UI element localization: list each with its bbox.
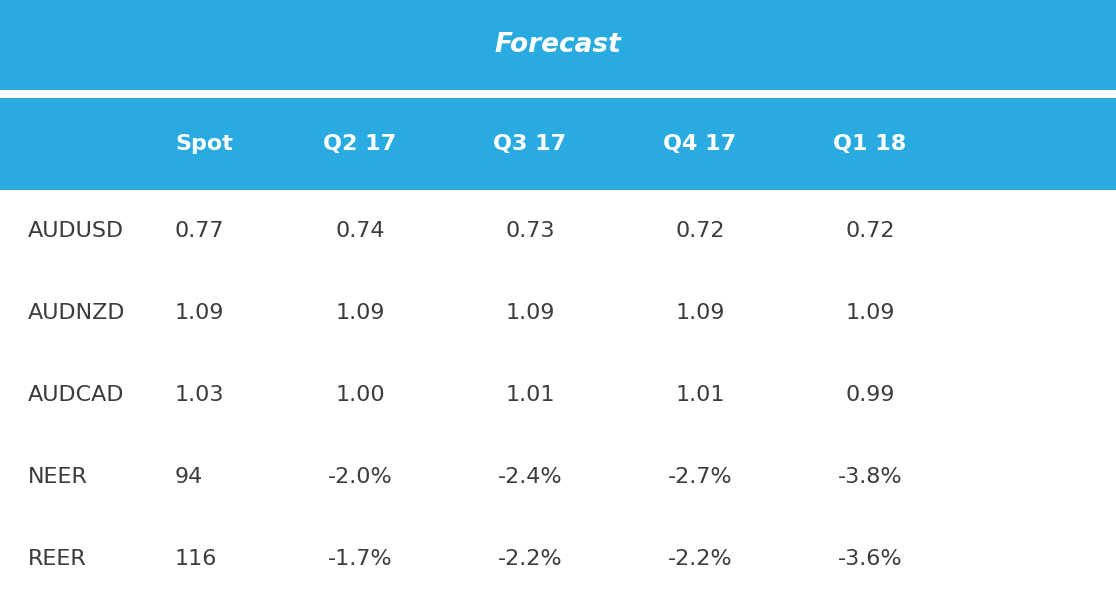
Text: 0.74: 0.74 — [335, 221, 385, 241]
Bar — [0, 190, 1116, 272]
Text: 94: 94 — [175, 467, 203, 487]
Text: 1.09: 1.09 — [506, 303, 555, 323]
Text: 0.72: 0.72 — [675, 221, 724, 241]
Text: 0.72: 0.72 — [845, 221, 895, 241]
Text: 0.99: 0.99 — [845, 385, 895, 405]
Bar — [0, 0, 1116, 90]
Text: Q4 17: Q4 17 — [663, 134, 737, 154]
Text: AUDUSD: AUDUSD — [28, 221, 124, 241]
Text: Q3 17: Q3 17 — [493, 134, 567, 154]
Text: Q2 17: Q2 17 — [324, 134, 396, 154]
Text: -2.0%: -2.0% — [328, 467, 393, 487]
Bar — [0, 90, 1116, 98]
Text: 0.77: 0.77 — [175, 221, 224, 241]
Text: 1.03: 1.03 — [175, 385, 224, 405]
Text: -2.4%: -2.4% — [498, 467, 562, 487]
Text: -3.8%: -3.8% — [838, 467, 903, 487]
Bar — [0, 436, 1116, 518]
Text: -2.2%: -2.2% — [498, 549, 562, 569]
Text: Spot: Spot — [175, 134, 233, 154]
Text: AUDNZD: AUDNZD — [28, 303, 125, 323]
Text: 1.01: 1.01 — [675, 385, 724, 405]
Text: 1.09: 1.09 — [335, 303, 385, 323]
Text: -2.7%: -2.7% — [667, 467, 732, 487]
Text: Forecast: Forecast — [494, 32, 622, 58]
Text: AUDCAD: AUDCAD — [28, 385, 125, 405]
Text: -3.6%: -3.6% — [838, 549, 903, 569]
Text: 1.01: 1.01 — [506, 385, 555, 405]
Text: REER: REER — [28, 549, 87, 569]
Text: 0.73: 0.73 — [506, 221, 555, 241]
Text: -2.2%: -2.2% — [667, 549, 732, 569]
Text: NEER: NEER — [28, 467, 88, 487]
Bar — [0, 354, 1116, 436]
Text: 116: 116 — [175, 549, 218, 569]
Text: 1.09: 1.09 — [845, 303, 895, 323]
Bar — [0, 98, 1116, 190]
Text: 1.09: 1.09 — [175, 303, 224, 323]
Text: -1.7%: -1.7% — [328, 549, 393, 569]
Bar — [0, 272, 1116, 354]
Text: 1.00: 1.00 — [335, 385, 385, 405]
Text: Q1 18: Q1 18 — [834, 134, 906, 154]
Bar — [0, 518, 1116, 600]
Text: 1.09: 1.09 — [675, 303, 724, 323]
